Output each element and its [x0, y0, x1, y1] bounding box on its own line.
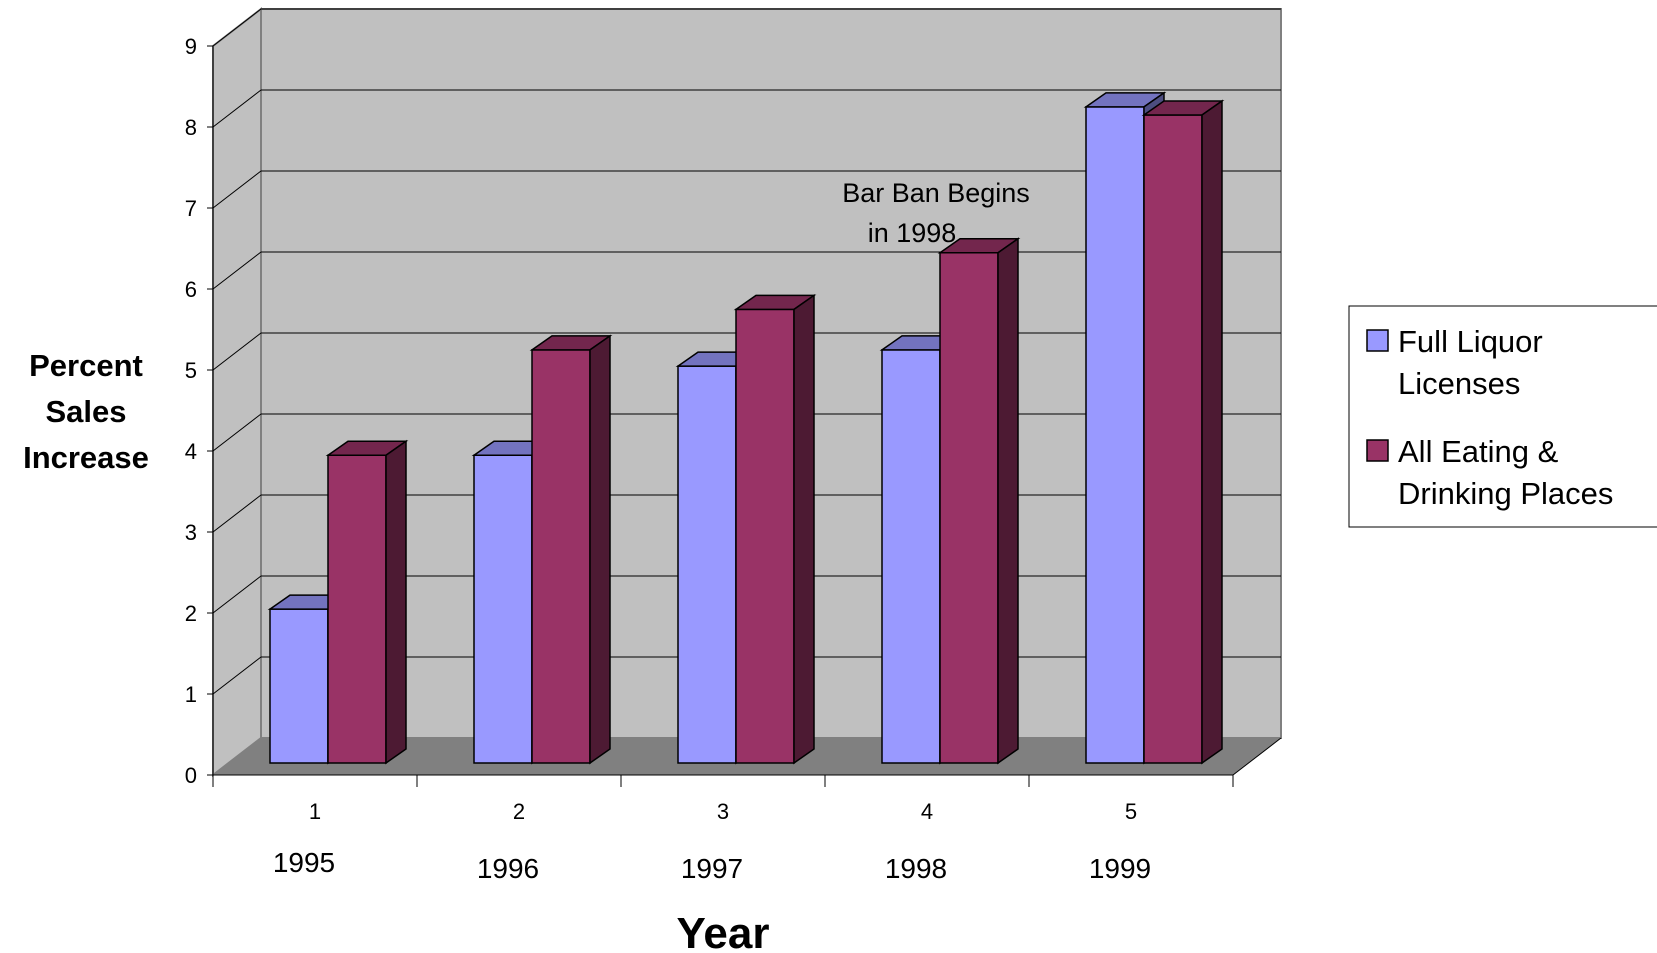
bar-front [531, 349, 591, 764]
gridline-diagonal [212, 89, 262, 128]
gridline-diagonal [212, 575, 262, 614]
x-tick-label: 2 [513, 799, 525, 824]
y-tick-label: 5 [185, 358, 197, 383]
gridline-diagonal [212, 332, 262, 371]
bar-side [793, 293, 815, 765]
y-tick-label: 1 [185, 682, 197, 707]
bar-front [327, 454, 387, 764]
legend-label-eating-drinking-line-1: All Eating & [1398, 434, 1559, 469]
annotation-line-1: Bar Ban Begins [842, 178, 1030, 208]
gridline-diagonal [212, 170, 262, 209]
x-tick-label: 3 [717, 799, 729, 824]
gridline-diagonal [212, 494, 262, 533]
y-axis-title-line-1: Percent [29, 348, 143, 383]
legend-box [1348, 305, 1657, 528]
gridline-diagonal [212, 413, 262, 452]
x-tick-label: 5 [1125, 799, 1137, 824]
bar-front [677, 365, 737, 764]
bar-front [939, 251, 999, 764]
x-year-label: 1999 [1089, 853, 1151, 884]
bar-front [473, 454, 533, 764]
bar-side [1201, 99, 1223, 765]
y-tick-label: 9 [185, 34, 197, 59]
bar [1141, 99, 1225, 765]
bar-side [589, 334, 611, 765]
bar-front [881, 349, 941, 764]
axes: 0 1 2 3 4 5 6 7 8 9 1 1995 2 1996 3 1997 4 1998 5 1999 [185, 34, 1282, 884]
y-tick-label: 3 [185, 520, 197, 545]
x-axis-title: Year [677, 909, 770, 953]
bar [937, 237, 1021, 765]
y-tick-label: 7 [185, 196, 197, 221]
bar-side [997, 237, 1019, 765]
x-tick-label: 1 [309, 799, 321, 824]
gridline-diagonal [212, 656, 262, 695]
bar-front [269, 608, 329, 764]
x-year-label: 1995 [273, 847, 335, 878]
floor-edge [1232, 737, 1282, 776]
x-tick-label: 4 [921, 799, 933, 824]
legend-label-full-liquor-line-1: Full Liquor [1398, 324, 1543, 359]
bar-front [1085, 106, 1145, 764]
y-tick-label: 2 [185, 601, 197, 626]
bar [529, 334, 613, 765]
annotation-line-2: in 1998 [868, 218, 957, 248]
y-tick-label: 4 [185, 439, 197, 464]
legend-swatch-full-liquor [1366, 329, 1389, 352]
y-axis-title-line-2: Sales [45, 394, 126, 429]
bar [733, 293, 817, 765]
y-axis-title-line-3: Increase [23, 440, 149, 475]
legend-label-full-liquor-line-2: Licenses [1398, 366, 1520, 401]
side-wall [212, 6, 262, 778]
bar-front [735, 308, 795, 764]
y-tick-label: 8 [185, 115, 197, 140]
x-year-label: 1996 [477, 853, 539, 884]
bar [325, 439, 409, 765]
legend-label-eating-drinking-line-2: Drinking Places [1398, 476, 1613, 511]
bar-front [1143, 114, 1203, 764]
x-year-label: 1997 [681, 853, 743, 884]
bars [267, 91, 1225, 765]
legend-swatch-eating-drinking [1366, 439, 1389, 462]
y-tick-label: 0 [185, 763, 197, 788]
legend: Full Liquor Licenses All Eating & Drinki… [1348, 305, 1657, 528]
gridline-diagonal [212, 8, 262, 47]
gridline-diagonal [212, 251, 262, 290]
x-year-label: 1998 [885, 853, 947, 884]
y-tick-label: 6 [185, 277, 197, 302]
bar-side [385, 439, 407, 765]
